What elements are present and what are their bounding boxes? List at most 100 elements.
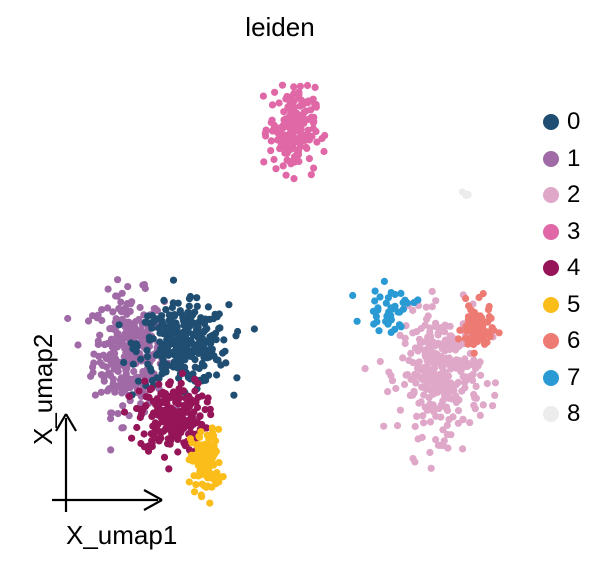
- cluster-4-point: [133, 404, 141, 413]
- cluster-0-point: [155, 324, 163, 332]
- cluster-2-point: [470, 390, 478, 399]
- cluster-2-point: [468, 376, 477, 384]
- cluster-3-point: [287, 160, 295, 168]
- cluster-5-point: [213, 469, 221, 477]
- legend-marker-8: [543, 406, 559, 422]
- cluster-6-point: [475, 293, 483, 302]
- cluster-4-point: [176, 393, 184, 401]
- cluster-1-point: [74, 341, 82, 349]
- cluster-1-point: [130, 367, 138, 376]
- cluster-4-point: [182, 408, 190, 416]
- cluster-0-point: [209, 315, 217, 323]
- cluster-7-point: [382, 299, 390, 307]
- cluster-3-point: [305, 155, 313, 163]
- cluster-3-point: [307, 171, 315, 179]
- cluster-3-point: [271, 88, 279, 96]
- cluster-7-point: [384, 320, 392, 328]
- legend-item-0: 0: [540, 108, 598, 145]
- cluster-6-point: [454, 335, 463, 343]
- cluster-3-point: [275, 99, 283, 107]
- cluster-1-point: [112, 315, 120, 323]
- cluster-2-point: [430, 364, 439, 372]
- cluster-6-point: [466, 339, 474, 347]
- cluster-0-point: [153, 374, 161, 382]
- cluster-5-point: [206, 474, 214, 482]
- legend-label-3: 3: [567, 217, 581, 245]
- cluster-6-point: [487, 314, 495, 322]
- cluster-4-point: [120, 408, 129, 416]
- cluster-7-point: [391, 302, 399, 310]
- cluster-2-point: [431, 340, 439, 348]
- cluster-2-point: [361, 365, 369, 373]
- cluster-4-point: [142, 402, 150, 410]
- cluster-3-point: [279, 124, 287, 132]
- cluster-0-point: [137, 355, 145, 363]
- cluster-0-point: [193, 345, 201, 353]
- cluster-2-point: [476, 411, 484, 419]
- cluster-4-point: [201, 406, 209, 414]
- cluster-7-point: [372, 312, 380, 321]
- cluster-1-point: [91, 391, 99, 399]
- cluster-3-point: [311, 83, 319, 91]
- cluster-2-point: [432, 412, 440, 420]
- cluster-0-point: [149, 335, 157, 343]
- cluster-3-point: [276, 145, 284, 153]
- cluster-3-point: [304, 97, 313, 105]
- cluster-3-point: [270, 155, 278, 164]
- legend-marker-1: [543, 150, 559, 167]
- cluster-0-point: [205, 371, 213, 379]
- cluster-2-point: [447, 365, 455, 373]
- cluster-2-point: [439, 426, 447, 434]
- legend-item-4: 4: [540, 254, 598, 291]
- cluster-2-point: [414, 347, 422, 355]
- cluster-2-point: [411, 458, 419, 466]
- cluster-3-point: [290, 83, 298, 91]
- cluster-2-point: [446, 322, 454, 330]
- cluster-2-point: [407, 349, 415, 357]
- cluster-4-point: [144, 447, 153, 455]
- cluster-3-point: [267, 147, 275, 155]
- cluster-4-point: [155, 380, 163, 388]
- cluster-2-point: [414, 435, 422, 443]
- cluster-1-point: [104, 285, 112, 293]
- cluster-5-point: [218, 473, 226, 481]
- cluster-2-point: [423, 380, 431, 388]
- cluster-5-point: [190, 488, 199, 496]
- cluster-1-point: [99, 372, 108, 380]
- cluster-3-point: [283, 92, 291, 101]
- y-axis-arrow-head-right: [65, 413, 77, 432]
- cluster-0-point: [185, 302, 193, 310]
- cluster-6-points: [454, 290, 503, 357]
- cluster-6-point: [462, 294, 470, 303]
- cluster-5-point: [200, 482, 208, 490]
- legend-item-6: 6: [540, 327, 598, 364]
- cluster-4-point: [149, 397, 158, 406]
- cluster-0-point: [219, 349, 227, 357]
- cluster-2-point: [426, 418, 435, 426]
- cluster-2-point: [418, 374, 426, 382]
- cluster-0-point: [204, 303, 212, 311]
- cluster-5-point: [203, 442, 211, 450]
- cluster-1-point: [150, 305, 158, 313]
- cluster-6-point: [475, 325, 483, 333]
- cluster-2-point: [436, 441, 444, 449]
- cluster-2-point: [434, 331, 442, 339]
- cluster-6-point: [474, 313, 482, 321]
- cluster-4-point: [193, 403, 202, 411]
- legend-label-1: 1: [567, 144, 581, 172]
- cluster-4-point: [172, 412, 180, 420]
- legend-marker-5: [543, 296, 559, 313]
- cluster-6-point: [470, 349, 478, 357]
- cluster-6-point: [466, 319, 474, 327]
- cluster-5-point: [207, 449, 215, 457]
- cluster-0-point: [194, 334, 202, 342]
- cluster-4-point: [169, 388, 177, 396]
- cluster-0-point: [213, 371, 221, 379]
- cluster-1-point: [124, 283, 132, 291]
- cluster-7-point: [376, 293, 384, 301]
- cluster-2-point: [458, 387, 466, 395]
- cluster-2-point: [401, 334, 409, 342]
- cluster-5-point: [206, 499, 214, 507]
- cluster-2-point: [489, 402, 497, 410]
